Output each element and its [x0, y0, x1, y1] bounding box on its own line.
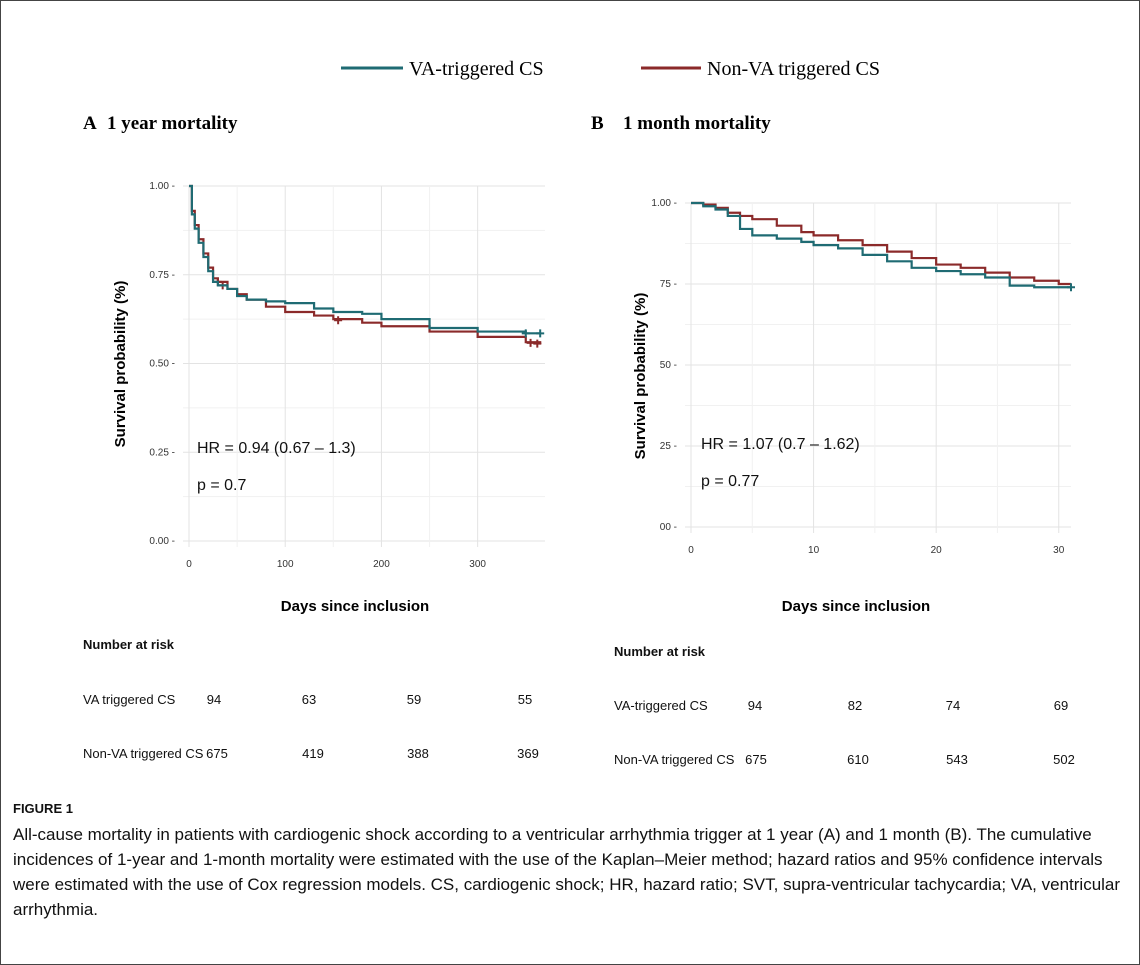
y-tick-label: 25 - — [660, 441, 677, 452]
panel-b-risk-title: Number at risk — [614, 644, 706, 659]
risk-value: 55 — [518, 692, 532, 707]
panel-a-letter: A — [83, 113, 97, 134]
panel-a-hr-annotation: HR = 0.94 (0.67 – 1.3) — [197, 440, 356, 457]
panel-b-risk-values: 94 82 74 69 675 610 543 502 — [745, 698, 1075, 767]
panel-a: A 1 year mortality 0.00 - 0.25 - 0.50 - 0.7… — [83, 113, 545, 761]
risk-value: 419 — [302, 746, 324, 761]
risk-value: 74 — [946, 698, 960, 713]
x-tick-label: 0 — [186, 559, 192, 570]
panel-b-letter: B — [591, 113, 604, 134]
censor-mark — [536, 329, 545, 338]
panel-b-plot: 00 - 25 - 50 - 75 - 1.00 - 0 10 20 30 — [651, 198, 1075, 556]
censor-mark — [1067, 283, 1075, 292]
series-line — [691, 201, 1071, 286]
panel-b-risk-row-label: Non-VA triggered CS — [614, 752, 735, 767]
series-line — [189, 184, 542, 344]
censor-mark — [533, 339, 542, 348]
x-tick-label: 100 — [277, 559, 294, 570]
y-tick-label: 0.25 - — [149, 447, 175, 458]
panel-a-title: 1 year mortality — [107, 113, 238, 134]
y-tick-label: 1.00 - — [149, 181, 175, 192]
y-tick-label: 50 - — [660, 360, 677, 371]
panel-b: B 1 month mortality 00 - 25 - 50 - 75 - 1.00… — [591, 113, 1075, 767]
risk-value: 69 — [1054, 698, 1068, 713]
risk-value: 543 — [946, 752, 968, 767]
censor-mark — [521, 329, 530, 338]
panel-b-title: 1 month mortality — [623, 113, 771, 134]
figure-label: FIGURE 1 — [13, 801, 73, 816]
panel-a-xlabel: Days since inclusion — [281, 598, 429, 615]
panel-a-risk-row-label: VA triggered CS — [83, 692, 176, 707]
risk-value: 369 — [517, 746, 539, 761]
x-tick-label: 0 — [688, 545, 694, 556]
risk-value: 82 — [848, 698, 862, 713]
risk-value: 63 — [302, 692, 316, 707]
legend-label-non-va: Non-VA triggered CS — [707, 58, 880, 80]
y-tick-label: 1.00 - — [651, 198, 677, 209]
x-tick-label: 10 — [808, 545, 820, 556]
risk-value: 610 — [847, 752, 869, 767]
panel-a-plot: 0.00 - 0.25 - 0.50 - 0.75 - 1.00 - 0 100 200 300 — [149, 181, 545, 570]
x-tick-label: 300 — [469, 559, 486, 570]
y-tick-label: 0.75 - — [149, 270, 175, 281]
panel-b-hr-annotation: HR = 1.07 (0.7 – 1.62) — [701, 436, 860, 453]
figure-svg: VA-triggered CS Non-VA triggered CS A 1 … — [83, 58, 1075, 767]
panel-b-risk-row-label: VA-triggered CS — [614, 698, 708, 713]
panel-a-ylabel: Survival probability (%) — [112, 281, 129, 448]
panel-a-risk-title: Number at risk — [83, 637, 175, 652]
y-tick-label: 0.00 - — [149, 536, 175, 547]
series-line — [691, 201, 1071, 289]
panel-a-risk-values: 94 63 59 55 675 419 388 369 — [206, 692, 539, 761]
risk-value: 59 — [407, 692, 421, 707]
risk-value: 502 — [1053, 752, 1075, 767]
panel-b-p-annotation: p = 0.77 — [701, 473, 759, 490]
censor-mark — [334, 316, 343, 325]
y-tick-label: 0.50 - — [149, 359, 175, 370]
risk-value: 388 — [407, 746, 429, 761]
panel-a-p-annotation: p = 0.7 — [197, 477, 246, 494]
panel-a-risk-row-label: Non-VA triggered CS — [83, 746, 204, 761]
legend-label-va: VA-triggered CS — [409, 58, 544, 80]
risk-value: 675 — [206, 746, 228, 761]
series-line — [189, 184, 541, 335]
risk-value: 675 — [745, 752, 767, 767]
x-tick-label: 30 — [1053, 545, 1065, 556]
y-tick-label: 75 - — [660, 279, 677, 290]
figure-caption: FIGURE 1 All-cause mortality in patients… — [13, 801, 1133, 922]
figure-caption-text: All-cause mortality in patients with car… — [13, 825, 1121, 919]
x-tick-label: 200 — [373, 559, 390, 570]
risk-value: 94 — [207, 692, 221, 707]
panel-b-ylabel: Survival probability (%) — [632, 293, 649, 460]
y-tick-label: 00 - — [660, 522, 677, 533]
x-tick-label: 20 — [931, 545, 943, 556]
legend: VA-triggered CS Non-VA triggered CS — [341, 58, 880, 80]
panel-b-xlabel: Days since inclusion — [782, 598, 930, 615]
risk-value: 94 — [748, 698, 762, 713]
censor-mark — [526, 338, 535, 347]
